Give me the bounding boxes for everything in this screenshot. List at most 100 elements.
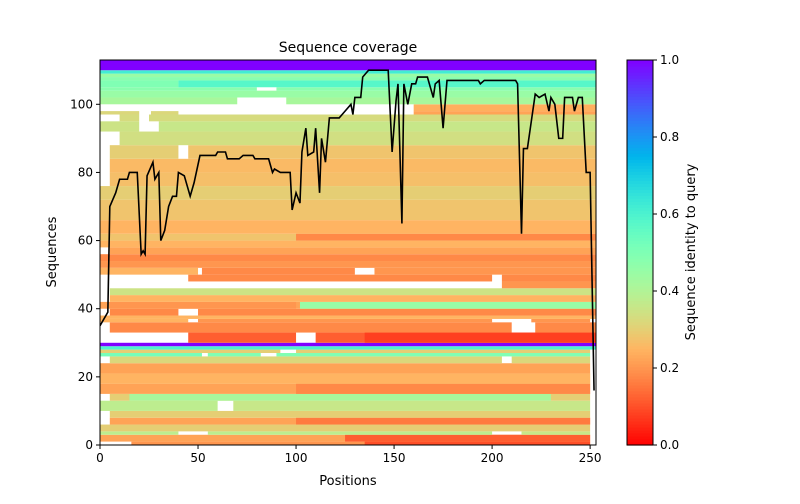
x-axis-label: Positions xyxy=(319,474,377,489)
coverage-segment xyxy=(131,441,591,445)
colorbar-swatch xyxy=(627,240,653,245)
colorbar-swatch xyxy=(627,99,653,103)
colorbar-swatch xyxy=(627,78,653,82)
colorbar-swatch xyxy=(627,174,653,178)
colorbar-swatch xyxy=(627,267,653,272)
colorbar-swatch xyxy=(627,381,653,386)
x-tick-label: 200 xyxy=(481,451,504,465)
colorbar-swatch xyxy=(627,159,653,163)
coverage-segment xyxy=(109,308,179,316)
colorbar-swatch xyxy=(627,81,653,85)
colorbar-swatch xyxy=(627,243,653,248)
coverage-segment xyxy=(201,267,355,275)
coverage-segment xyxy=(119,114,140,122)
coverage-segment xyxy=(129,393,551,401)
colorbar-swatch xyxy=(627,321,653,326)
y-tick-label: 60 xyxy=(78,234,93,248)
colorbar-swatch xyxy=(627,132,653,136)
coverage-segment xyxy=(100,73,596,78)
colorbar-swatch xyxy=(627,228,653,233)
colorbar-swatch xyxy=(627,375,653,380)
coverage-segment xyxy=(100,70,596,74)
coverage-segment xyxy=(100,199,596,221)
colorbar-swatch xyxy=(627,231,653,236)
colorbar-swatch xyxy=(627,165,653,169)
coverage-segment xyxy=(100,80,179,88)
colorbar-swatch xyxy=(627,189,653,193)
colorbar-swatch xyxy=(627,252,653,257)
coverage-segment xyxy=(100,97,238,105)
coverage-segment xyxy=(100,400,218,411)
colorbar-swatch xyxy=(627,96,653,100)
coverage-segment xyxy=(109,410,591,418)
colorbar-swatch xyxy=(627,222,653,227)
colorbar-swatch xyxy=(627,306,653,311)
colorbar-swatch xyxy=(627,225,653,230)
colorbar-swatch xyxy=(627,162,653,166)
colorbar-swatch xyxy=(627,297,653,302)
colorbar-swatch xyxy=(627,336,653,341)
colorbar-swatch xyxy=(627,432,653,437)
colorbar-swatch xyxy=(627,396,653,401)
colorbar xyxy=(627,60,653,446)
coverage-segment xyxy=(100,315,596,319)
colorbar-swatch xyxy=(627,423,653,428)
y-tick-label: 0 xyxy=(85,438,93,452)
coverage-segment xyxy=(100,240,596,248)
colorbar-swatch xyxy=(627,261,653,266)
colorbar-swatch xyxy=(627,405,653,410)
x-tick-label: 150 xyxy=(383,451,406,465)
colorbar-swatch xyxy=(627,123,653,127)
colorbar-swatch xyxy=(627,291,653,296)
colorbar-swatch xyxy=(627,378,653,383)
colorbar-swatch xyxy=(627,417,653,422)
colorbar-swatch xyxy=(627,75,653,79)
colorbar-swatch xyxy=(627,249,653,254)
coverage-segment xyxy=(100,60,596,71)
coverage-segment xyxy=(150,111,179,115)
coverage-segment xyxy=(100,373,591,384)
colorbar-swatch xyxy=(627,84,653,88)
colorbar-axis: 0.0 0.2 0.4 0.6 0.8 1.0 xyxy=(653,53,679,452)
coverage-segment xyxy=(198,318,493,323)
colorbar-label: Sequence identity to query xyxy=(684,163,699,340)
colorbar-swatch xyxy=(627,273,653,278)
coverage-line xyxy=(100,69,595,391)
coverage-segment xyxy=(100,431,179,435)
colorbar-tick-label: 0.6 xyxy=(660,207,679,221)
coverage-segment xyxy=(100,267,199,275)
colorbar-swatch xyxy=(627,150,653,154)
colorbar-swatch xyxy=(627,126,653,130)
colorbar-swatch xyxy=(627,66,653,70)
y-tick-label: 40 xyxy=(78,302,93,316)
colorbar-swatch xyxy=(627,117,653,121)
colorbar-swatch xyxy=(627,435,653,440)
coverage-segment xyxy=(119,131,596,146)
coverage-segment xyxy=(109,288,596,296)
colorbar-swatch xyxy=(627,90,653,94)
coverage-segment xyxy=(501,274,596,282)
colorbar-swatch xyxy=(627,387,653,392)
coverage-segment xyxy=(276,353,591,357)
colorbar-swatch xyxy=(627,294,653,299)
colorbar-swatch xyxy=(627,246,653,251)
colorbar-swatch xyxy=(627,288,653,293)
coverage-segment xyxy=(233,400,591,411)
colorbar-swatch xyxy=(627,180,653,184)
y-tick-label: 100 xyxy=(70,97,93,111)
coverage-segment xyxy=(100,121,140,132)
colorbar-swatch xyxy=(627,393,653,398)
colorbar-swatch xyxy=(627,72,653,76)
colorbar-swatch xyxy=(627,87,653,91)
colorbar-swatch xyxy=(627,108,653,112)
colorbar-swatch xyxy=(627,216,653,221)
coverage-segment xyxy=(100,220,596,234)
coverage-segment xyxy=(109,301,297,309)
coverage-segment xyxy=(109,247,596,255)
colorbar-swatch xyxy=(627,354,653,359)
coverage-segment xyxy=(100,186,596,200)
x-tick-label: 250 xyxy=(579,451,602,465)
colorbar-swatch xyxy=(627,63,653,67)
coverage-segment xyxy=(158,121,596,132)
colorbar-tick-label: 0.8 xyxy=(660,130,679,144)
